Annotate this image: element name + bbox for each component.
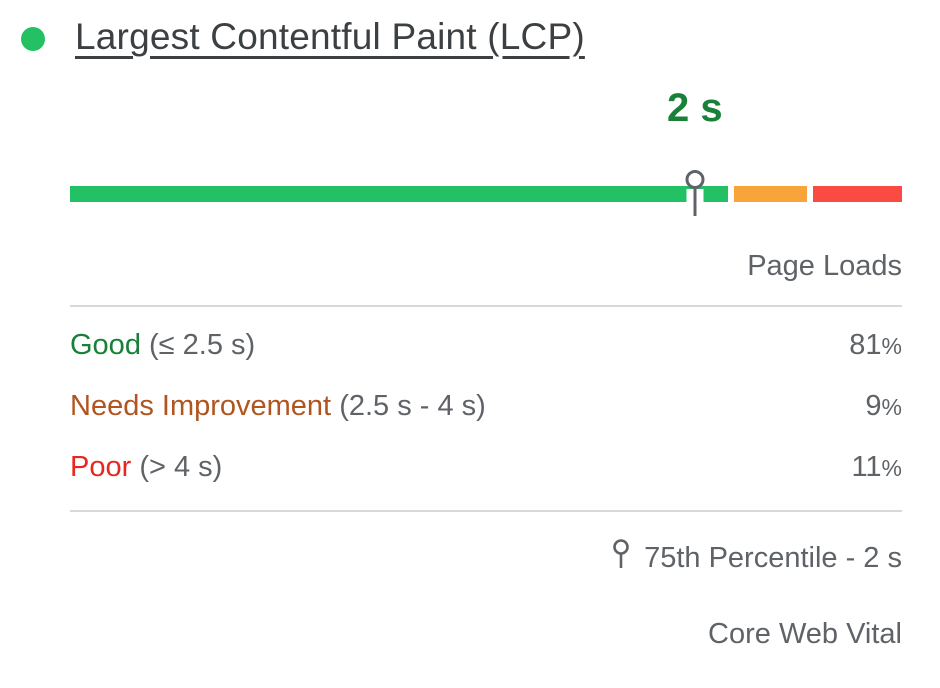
percent-sign: % — [881, 333, 902, 360]
table-row-good: Good (≤ 2.5 s) 81% — [70, 315, 902, 376]
bar-segment — [812, 186, 902, 203]
bar-segment — [733, 186, 807, 203]
metric-title-link[interactable]: Largest Contentful Paint (LCP) — [75, 16, 585, 57]
percentile-pin-icon — [610, 538, 632, 578]
row-category-label: Poor — [70, 451, 132, 484]
percent-sign: % — [881, 394, 902, 421]
p75-value-label: 2 s — [667, 86, 723, 131]
pin-head-icon — [685, 170, 705, 190]
row-range-label: (2.5 s - 4 s) — [339, 390, 486, 423]
row-value: 9% — [865, 390, 902, 423]
core-web-vital-label: Core Web Vital — [708, 618, 902, 651]
status-dot-icon — [21, 27, 45, 51]
page-loads-column-header: Page Loads — [747, 250, 902, 283]
table-row-needs-improvement: Needs Improvement (2.5 s - 4 s) 9% — [70, 376, 902, 437]
pin-stem — [686, 189, 704, 217]
row-range-label: (≤ 2.5 s) — [149, 329, 256, 362]
divider-top — [70, 305, 902, 308]
divider-bottom — [70, 510, 902, 513]
distribution-bar — [70, 186, 902, 203]
row-category-label: Needs Improvement — [70, 390, 332, 423]
lcp-distribution-chart: 2 s — [70, 86, 902, 217]
p75-marker — [685, 170, 705, 217]
row-value: 81% — [849, 329, 902, 362]
row-range-label: (> 4 s) — [139, 451, 223, 484]
percent-sign: % — [881, 455, 902, 482]
row-value: 11% — [851, 451, 902, 484]
table-row-poor: Poor (> 4 s) 11% — [70, 437, 902, 498]
metric-footer: 75th Percentile - 2 s Core Web Vital — [70, 538, 902, 651]
percentile-label: 75th Percentile - 2 s — [644, 541, 902, 574]
distribution-table: Page Loads Good (≤ 2.5 s) 81% Needs Impr… — [70, 250, 902, 513]
row-category-label: Good — [70, 329, 141, 362]
bar-segment — [70, 186, 728, 203]
metric-header: Largest Contentful Paint (LCP) — [0, 0, 940, 60]
